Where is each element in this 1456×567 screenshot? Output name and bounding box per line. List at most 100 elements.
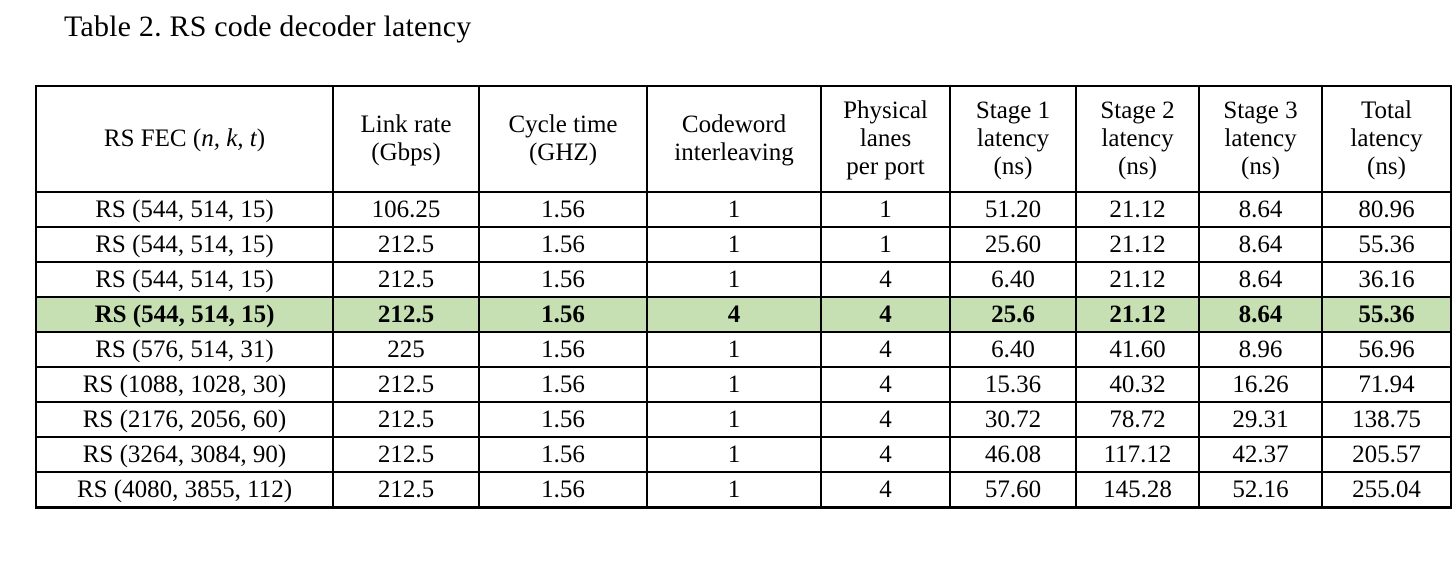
cell-total-latency: 55.36	[1321, 226, 1452, 263]
cell-rs-fec: RS (576, 514, 31)	[35, 331, 334, 368]
cell-total-latency: 56.96	[1321, 331, 1452, 368]
cell-physical-lanes-per-port: 4	[820, 261, 951, 298]
col-header-stage2-latency: Stage 2 latency (ns)	[1075, 85, 1200, 193]
cell-codeword-interleaving: 1	[646, 471, 822, 508]
cell-stage2-latency: 21.12	[1075, 226, 1200, 263]
cell-cycle-time: 1.56	[478, 296, 648, 333]
cell-stage2-latency: 78.72	[1075, 401, 1200, 438]
cell-cycle-time: 1.56	[478, 401, 648, 438]
table-caption: Table 2. RS code decoder latency	[64, 10, 472, 43]
cell-codeword-interleaving: 1	[646, 331, 822, 368]
cell-stage1-latency: 57.60	[949, 471, 1077, 508]
cell-stage1-latency: 30.72	[949, 401, 1077, 438]
cell-link-rate: 212.5	[332, 436, 480, 473]
cell-stage3-latency: 8.64	[1198, 296, 1323, 333]
cell-total-latency: 55.36	[1321, 296, 1452, 333]
col-header-rs-fec: RS FEC (n, k, t)	[35, 85, 334, 193]
cell-rs-fec: RS (544, 514, 15)	[35, 191, 334, 228]
cell-stage1-latency: 25.60	[949, 226, 1077, 263]
cell-cycle-time: 1.56	[478, 226, 648, 263]
cell-total-latency: 71.94	[1321, 366, 1452, 403]
table-row: RS (544, 514, 15) 212.5 1.56 1 4 6.40 21.12 8.6…	[35, 261, 1452, 298]
cell-total-latency: 255.04	[1321, 471, 1452, 508]
header-row: RS FEC (n, k, t) Link rate (Gbps) Cycle …	[35, 85, 1452, 193]
table-body: RS (544, 514, 15) 106.25 1.56 1 1 51.20 21.12 8…	[35, 191, 1452, 508]
cell-total-latency: 205.57	[1321, 436, 1452, 473]
cell-link-rate: 212.5	[332, 226, 480, 263]
table-row: RS (4080, 3855, 112) 212.5 1.56 1 4 57.60 145.…	[35, 471, 1452, 508]
cell-stage3-latency: 8.64	[1198, 261, 1323, 298]
col-header-cycle-time: Cycle time (GHZ)	[478, 85, 648, 193]
cell-rs-fec: RS (3264, 3084, 90)	[35, 436, 334, 473]
col-header-physical-lanes-per-port: Physical lanes per port	[820, 85, 951, 193]
cell-physical-lanes-per-port: 4	[820, 296, 951, 333]
cell-stage1-latency: 6.40	[949, 331, 1077, 368]
cell-codeword-interleaving: 1	[646, 401, 822, 438]
col-header-stage3-latency: Stage 3 latency (ns)	[1198, 85, 1323, 193]
col-header-total-latency: Total latency (ns)	[1321, 85, 1452, 193]
cell-rs-fec: RS (544, 514, 15)	[35, 226, 334, 263]
col-header-stage1-latency: Stage 1 latency (ns)	[949, 85, 1077, 193]
cell-rs-fec: RS (2176, 2056, 60)	[35, 401, 334, 438]
cell-rs-fec: RS (4080, 3855, 112)	[35, 471, 334, 508]
latency-table: RS FEC (n, k, t) Link rate (Gbps) Cycle …	[35, 85, 1452, 509]
table-row: RS (544, 514, 15) 106.25 1.56 1 1 51.20 21.12 8…	[35, 191, 1452, 228]
cell-stage1-latency: 51.20	[949, 191, 1077, 228]
cell-stage3-latency: 29.31	[1198, 401, 1323, 438]
col-header-rs-fec-params: n, k, t	[201, 125, 257, 152]
table-row-highlighted: RS (544, 514, 15) 212.5 1.56 4 4 25.6 21.12 8.6…	[35, 296, 1452, 333]
cell-physical-lanes-per-port: 4	[820, 471, 951, 508]
cell-stage3-latency: 8.64	[1198, 191, 1323, 228]
cell-cycle-time: 1.56	[478, 261, 648, 298]
cell-stage2-latency: 40.32	[1075, 366, 1200, 403]
col-header-rs-fec-suffix: )	[256, 125, 266, 152]
cell-codeword-interleaving: 4	[646, 296, 822, 333]
cell-stage1-latency: 15.36	[949, 366, 1077, 403]
cell-physical-lanes-per-port: 4	[820, 436, 951, 473]
cell-codeword-interleaving: 1	[646, 436, 822, 473]
cell-physical-lanes-per-port: 1	[820, 226, 951, 263]
cell-physical-lanes-per-port: 4	[820, 401, 951, 438]
table-row: RS (544, 514, 15) 212.5 1.56 1 1 25.60 21.12 8.…	[35, 226, 1452, 263]
cell-cycle-time: 1.56	[478, 471, 648, 508]
cell-total-latency: 80.96	[1321, 191, 1452, 228]
table-row: RS (1088, 1028, 30) 212.5 1.56 1 4 15.36 40.32…	[35, 366, 1452, 403]
cell-codeword-interleaving: 1	[646, 226, 822, 263]
cell-cycle-time: 1.56	[478, 191, 648, 228]
cell-stage2-latency: 21.12	[1075, 261, 1200, 298]
cell-physical-lanes-per-port: 4	[820, 331, 951, 368]
cell-rs-fec: RS (1088, 1028, 30)	[35, 366, 334, 403]
cell-link-rate: 212.5	[332, 296, 480, 333]
table-row: RS (3264, 3084, 90) 212.5 1.56 1 4 46.08 117.1…	[35, 436, 1452, 473]
cell-total-latency: 36.16	[1321, 261, 1452, 298]
col-header-codeword-interleaving: Codeword interleaving	[646, 85, 822, 193]
cell-stage3-latency: 42.37	[1198, 436, 1323, 473]
cell-stage2-latency: 41.60	[1075, 331, 1200, 368]
cell-link-rate: 212.5	[332, 366, 480, 403]
col-header-link-rate: Link rate (Gbps)	[332, 85, 480, 193]
cell-physical-lanes-per-port: 4	[820, 366, 951, 403]
cell-link-rate: 106.25	[332, 191, 480, 228]
table-row: RS (2176, 2056, 60) 212.5 1.56 1 4 30.72 78.72…	[35, 401, 1452, 438]
cell-physical-lanes-per-port: 1	[820, 191, 951, 228]
cell-codeword-interleaving: 1	[646, 366, 822, 403]
cell-stage2-latency: 145.28	[1075, 471, 1200, 508]
cell-stage1-latency: 6.40	[949, 261, 1077, 298]
cell-link-rate: 225	[332, 331, 480, 368]
cell-stage1-latency: 46.08	[949, 436, 1077, 473]
cell-stage3-latency: 52.16	[1198, 471, 1323, 508]
cell-cycle-time: 1.56	[478, 366, 648, 403]
cell-link-rate: 212.5	[332, 401, 480, 438]
cell-stage2-latency: 21.12	[1075, 191, 1200, 228]
cell-stage1-latency: 25.6	[949, 296, 1077, 333]
cell-codeword-interleaving: 1	[646, 191, 822, 228]
cell-stage2-latency: 21.12	[1075, 296, 1200, 333]
cell-link-rate: 212.5	[332, 471, 480, 508]
cell-cycle-time: 1.56	[478, 436, 648, 473]
cell-cycle-time: 1.56	[478, 331, 648, 368]
col-header-rs-fec-prefix: RS FEC (	[103, 125, 202, 152]
cell-rs-fec: RS (544, 514, 15)	[35, 261, 334, 298]
table-row: RS (576, 514, 31) 225 1.56 1 4 6.40 41.60 8.96 5…	[35, 331, 1452, 368]
cell-link-rate: 212.5	[332, 261, 480, 298]
cell-stage3-latency: 8.96	[1198, 331, 1323, 368]
